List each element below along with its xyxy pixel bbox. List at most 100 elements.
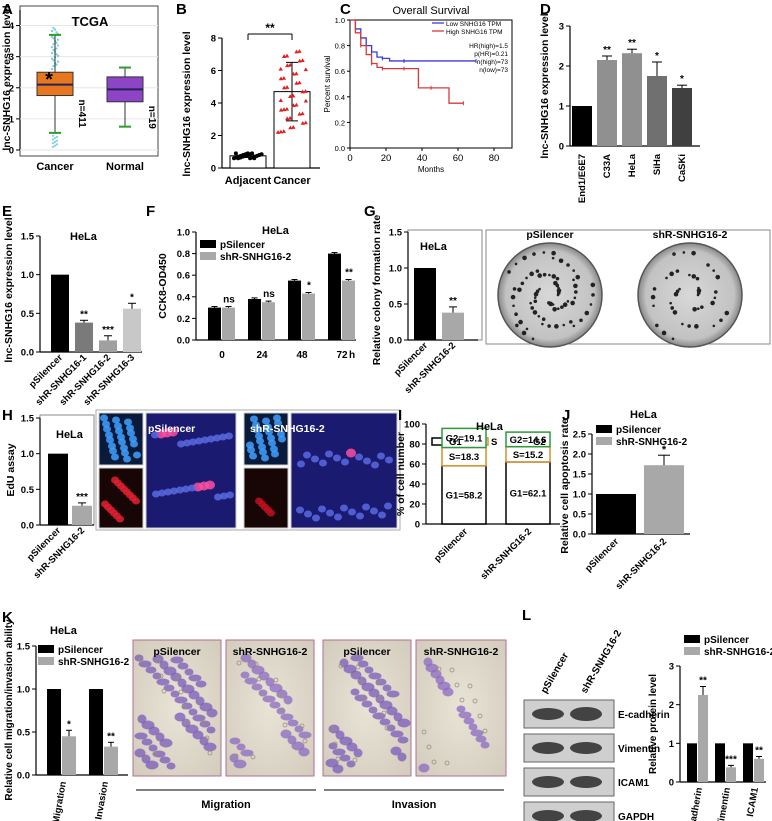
B-point-cancer	[281, 129, 286, 133]
F-bar	[288, 280, 301, 340]
J-title: HeLa	[630, 409, 658, 421]
A-outlier-point	[55, 63, 58, 66]
K-pore	[477, 713, 483, 719]
A-outlier-point	[53, 144, 57, 147]
E-sig: *	[130, 292, 134, 303]
K-cell	[184, 668, 194, 676]
K-pore	[276, 692, 282, 698]
K-cell	[346, 760, 356, 768]
G-colony	[548, 273, 551, 277]
J-y-label: Relative cell apoptosis rate	[559, 418, 571, 554]
L-sig: **	[699, 675, 707, 686]
C-y-tick-label: 0.2	[335, 118, 345, 127]
K-cell	[353, 748, 363, 758]
K-pore	[250, 754, 256, 760]
K-y-tick-label: 0.5	[17, 728, 31, 739]
K-pore	[256, 676, 262, 682]
H-nucleus	[346, 448, 356, 458]
K-cell	[339, 754, 351, 762]
H-nucleus	[385, 456, 393, 464]
D-x-label: End1/E6E7	[577, 154, 588, 203]
K-cell	[188, 674, 202, 682]
H-nucleus	[249, 452, 257, 460]
G-colony	[573, 296, 577, 300]
K-cell	[159, 660, 169, 670]
K-cell	[298, 731, 312, 739]
H-nucleus	[319, 459, 327, 467]
J-legend-swatch	[596, 437, 612, 445]
K-cell	[159, 756, 171, 764]
H-nucleus	[189, 438, 197, 446]
K-cell	[148, 726, 160, 736]
K-cell	[397, 718, 411, 728]
L-band-label: E-cadherin	[618, 710, 670, 721]
K-pore	[233, 753, 239, 759]
B-y-tick-label: 8	[211, 34, 216, 45]
C-y-label: Percent survival	[323, 55, 332, 112]
K-cell	[280, 713, 294, 721]
K-pore	[378, 695, 384, 701]
K-cell	[192, 730, 204, 740]
K-bar	[47, 689, 61, 775]
A-y-tick-label: 4	[9, 21, 15, 32]
H-nucleus	[219, 433, 227, 441]
H-nucleus	[340, 504, 348, 512]
I-segment-label: S=18.3	[449, 452, 479, 463]
J-y-tick-label: 2.0	[573, 450, 586, 461]
K-sig: **	[107, 731, 115, 742]
A-outlier-point	[55, 143, 59, 146]
L-bar	[743, 743, 753, 782]
B-point-cancer	[287, 115, 293, 120]
C-x-label: Months	[418, 165, 444, 174]
G-colony	[579, 318, 583, 323]
D-y-tick-label: 1	[559, 102, 565, 113]
D-bar	[597, 60, 617, 146]
H-nucleus	[108, 442, 116, 450]
K-pore	[444, 760, 450, 766]
F-legend-label: pSilencer	[220, 240, 265, 251]
H-nucleus	[255, 432, 263, 440]
H-nucleus	[116, 515, 124, 523]
G-colony	[696, 307, 700, 310]
H-y-tick-label: 0.5	[21, 485, 35, 496]
B-y-tick-label: 6	[211, 66, 216, 77]
D-bar	[647, 76, 667, 146]
K-cell	[229, 737, 241, 745]
B-point-cancer	[288, 62, 293, 67]
F-y-tick-label: 0.2	[177, 314, 190, 325]
K-legend-swatch	[38, 657, 54, 665]
F-y-tick-label: 0.8	[177, 249, 190, 260]
H-bar	[72, 505, 92, 525]
K-cell	[229, 753, 239, 763]
F-y-tick-label: 1.0	[177, 228, 190, 239]
B-point-cancer	[300, 58, 305, 63]
A-outlier-point	[51, 134, 55, 137]
F-y-tick-label: 0.0	[177, 336, 190, 347]
K-cell	[368, 688, 380, 698]
H-nucleus	[123, 455, 131, 463]
J-y-tick-label: 1.5	[573, 470, 587, 481]
K-legend-label: pSilencer	[58, 645, 103, 656]
K-pore	[381, 710, 387, 716]
G-colony	[553, 280, 558, 286]
K-image-label: pSilencer	[153, 646, 200, 658]
H-nucleus	[362, 503, 370, 511]
G-image-label: pSilencer	[526, 229, 573, 241]
K-cell	[335, 730, 345, 740]
K-cell	[141, 754, 151, 764]
H-nucleus	[164, 488, 172, 496]
H-sig: ***	[76, 492, 88, 503]
D-x-label: CaSKi	[677, 154, 688, 182]
K-cell	[192, 714, 206, 722]
C-y-tick-label: 0.0	[335, 144, 345, 153]
C-y-tick-label: 0.8	[335, 42, 345, 51]
H-nucleus	[102, 420, 110, 428]
I-segment-G2	[441, 427, 487, 449]
K-pore	[384, 725, 390, 731]
K-cell	[350, 654, 364, 662]
K-cell	[475, 735, 487, 743]
G-colony	[514, 262, 518, 266]
A-sig: *	[45, 69, 53, 91]
K-cell	[240, 749, 254, 757]
A-outlier-point	[50, 67, 54, 71]
